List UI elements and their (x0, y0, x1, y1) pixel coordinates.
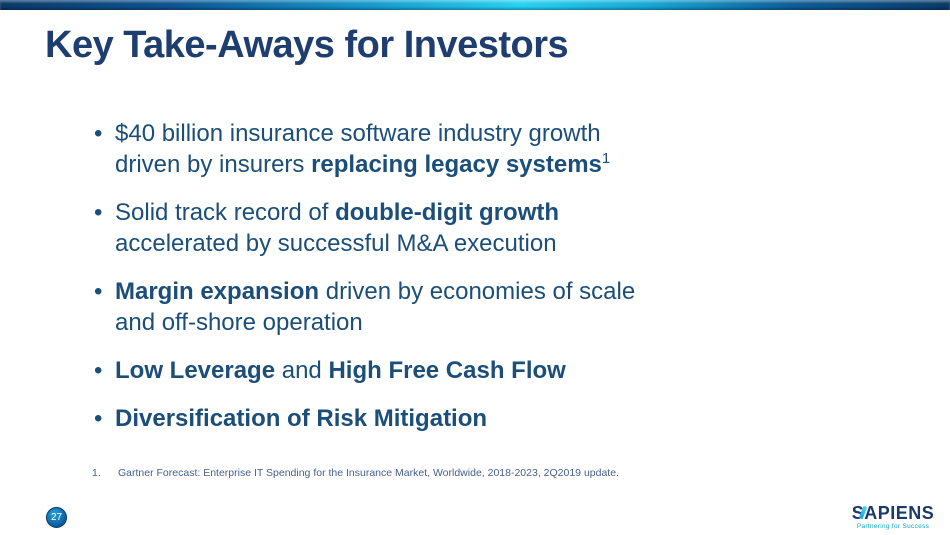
bullet-item: Diversification of Risk Mitigation (78, 403, 738, 434)
page-number: 27 (50, 512, 63, 523)
bullet-text-segment: High Free Cash Flow (328, 357, 566, 384)
bullet-text-segment: replacing legacy systems (311, 151, 602, 178)
footnote-text: Gartner Forecast: Enterprise IT Spending… (118, 467, 619, 479)
logo-tagline: Partnering for Success (856, 523, 930, 530)
bullet-text-segment: Low Leverage (115, 357, 276, 384)
bullet-text-segment: $40 billion insurance software industry … (115, 120, 601, 147)
sapiens-logo: SAPIENS Partnering for Success (848, 504, 938, 530)
top-gradient-bar (0, 0, 950, 10)
bullet-text-segment: accelerated by successful M&A execution (115, 230, 557, 257)
footnote: 1. Gartner Forecast: Enterprise IT Spend… (92, 467, 619, 479)
bullet-text-segment: driven by insurers (115, 151, 312, 178)
bullet-list: $40 billion insurance software industry … (78, 118, 738, 451)
bullet-text-segment: double-digit growth (335, 199, 560, 226)
bullet-text-segment: Solid track record of (115, 199, 336, 226)
bullet-item: Low Leverage and High Free Cash Flow (78, 355, 738, 386)
bullet-text-segment: driven by economies of scale (319, 278, 636, 305)
bullet-text-segment: and off-shore operation (115, 309, 363, 336)
bullet-text-segment: Margin expansion (115, 278, 320, 305)
bullet-item: $40 billion insurance software industry … (78, 118, 738, 180)
sapiens-logo-wordmark: SAPIENS (848, 504, 938, 522)
bullet-text-segment: and (275, 357, 329, 384)
bullet-item: Solid track record of double-digit growt… (78, 197, 738, 259)
bullet-text-segment: Diversification of Risk Mitigation (115, 405, 488, 432)
sapiens-logo-text: SAPIENS (851, 503, 935, 523)
bullet-item: Margin expansion driven by economies of … (78, 276, 738, 338)
page-number-badge: 27 (46, 507, 67, 528)
bullet-text-segment: 1 (601, 150, 611, 167)
footnote-number: 1. (92, 467, 101, 479)
page-title: Key Take-Aways for Investors (45, 24, 569, 66)
